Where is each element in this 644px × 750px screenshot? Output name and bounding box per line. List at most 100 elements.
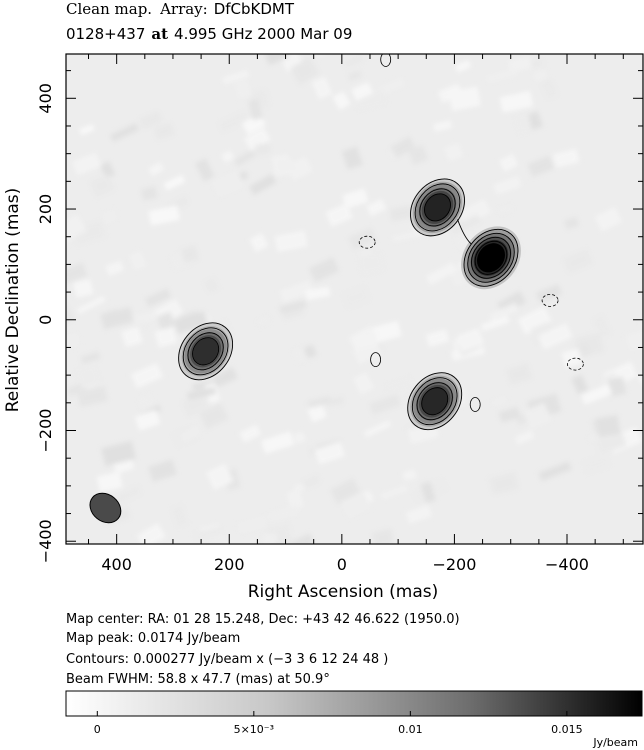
colorbar-tick-label: 5×10⁻³ — [234, 723, 274, 736]
noise-patch — [264, 54, 289, 66]
noise-patch — [105, 260, 125, 277]
noise-patch — [561, 348, 583, 368]
noise-patch — [179, 425, 201, 443]
beam-ellipse — [89, 492, 122, 524]
noise-patch — [580, 383, 613, 405]
noise-patch — [369, 394, 401, 415]
noise-patch — [279, 300, 307, 314]
noise-patch — [78, 123, 95, 136]
component-2-contour — [423, 193, 452, 222]
axis-ticks: 400 200 0 −200 −400 400 200 0 −200 −400 — [36, 54, 643, 574]
noise-patch — [420, 481, 436, 503]
noise-patch — [351, 82, 374, 101]
noise-patch — [563, 249, 593, 274]
noise-patch — [101, 440, 137, 467]
component-4-shade — [421, 387, 448, 415]
noise-patch — [583, 455, 610, 474]
noise-patch — [497, 204, 514, 216]
noise-patch — [77, 386, 108, 407]
noise-patch — [233, 149, 257, 167]
noise-patch — [352, 371, 375, 395]
noise-patch — [148, 459, 177, 482]
noise-patch — [523, 402, 552, 430]
noise-patch — [425, 261, 458, 286]
noise-patch — [538, 461, 572, 481]
noise-patch — [552, 148, 580, 169]
header-frequency-date: 4.995 GHz 2000 Mar 09 — [174, 25, 352, 43]
component-4-contour — [416, 382, 453, 421]
noise-patch — [485, 68, 519, 84]
noise-patch — [405, 504, 433, 525]
component-2-shade — [424, 193, 451, 221]
header-line-2: 0128+437 at 4.995 GHz 2000 Mar 09 — [66, 25, 352, 43]
colorbar-tick-label: 0.01 — [398, 723, 423, 736]
y-tick-label: −400 — [36, 519, 55, 563]
noise-patch — [75, 363, 102, 389]
colorbar-unit: Jy/beam — [592, 736, 638, 749]
colorbar-ticks: 0 5×10⁻³ 0.01 0.015 — [94, 711, 583, 736]
component-1-contour — [187, 332, 224, 371]
noise-patch — [248, 98, 263, 121]
y-tick-label: −200 — [36, 409, 55, 453]
noise-patch — [379, 483, 409, 501]
noise-patch — [173, 310, 209, 334]
noise-patch — [66, 332, 81, 354]
header-at-word: at — [151, 25, 168, 43]
noise-patch — [254, 142, 271, 156]
component-1-shade — [193, 338, 219, 365]
noise-patch — [100, 306, 134, 330]
noise-patch — [455, 327, 485, 353]
component-3-contour — [463, 228, 519, 287]
noise-patch — [307, 396, 331, 409]
component-2-contour — [419, 188, 456, 227]
component-2-contour — [410, 178, 465, 237]
noise-patch — [571, 374, 589, 395]
noise-patch — [267, 505, 301, 522]
noise-patch — [332, 91, 351, 111]
noise-patch — [234, 79, 252, 100]
noise-patch — [239, 424, 262, 444]
noise-patch — [353, 330, 379, 351]
noise-patch — [536, 284, 562, 303]
header-array-label: Array: — [159, 0, 208, 18]
y-axis-label: Relative Declination (mas) — [3, 188, 23, 413]
noise-patch — [290, 57, 320, 85]
noise-patch — [128, 250, 148, 271]
noise-patch — [308, 257, 340, 283]
noise-patch — [363, 419, 392, 438]
noise-patch — [213, 367, 238, 388]
component-4-contour — [421, 387, 449, 416]
noise-patch — [139, 111, 163, 130]
component-3-contour — [474, 240, 508, 275]
noise-patch — [73, 279, 94, 298]
component-1-contour — [182, 327, 229, 376]
noise-patch — [305, 286, 331, 301]
noise-patch — [39, 271, 56, 287]
noise-patch — [330, 478, 361, 505]
noise-patch — [189, 560, 215, 584]
bridge-contour — [457, 219, 472, 245]
noise-patch — [498, 407, 521, 423]
noise-patch — [499, 90, 534, 113]
noise-patch — [491, 395, 508, 407]
noise-patch — [564, 216, 580, 230]
noise-patch — [96, 471, 123, 493]
noise-patch — [340, 490, 372, 519]
negative-contour — [567, 357, 584, 371]
noise-patch — [595, 414, 621, 438]
noise-patch — [444, 23, 467, 42]
negative-contour — [358, 235, 376, 249]
noise-patch — [212, 171, 245, 197]
noise-patch — [454, 231, 477, 251]
positive-blip — [469, 397, 481, 412]
map-noise-texture — [39, 14, 643, 584]
noise-patch — [193, 525, 224, 543]
positive-blip — [370, 352, 382, 368]
component-2-contour — [414, 183, 461, 232]
noise-patch — [140, 186, 158, 201]
noise-patch — [342, 188, 369, 209]
noise-patch — [364, 14, 379, 27]
noise-patch — [279, 280, 314, 303]
noise-patch — [301, 474, 321, 490]
component-3-shade — [476, 243, 506, 273]
